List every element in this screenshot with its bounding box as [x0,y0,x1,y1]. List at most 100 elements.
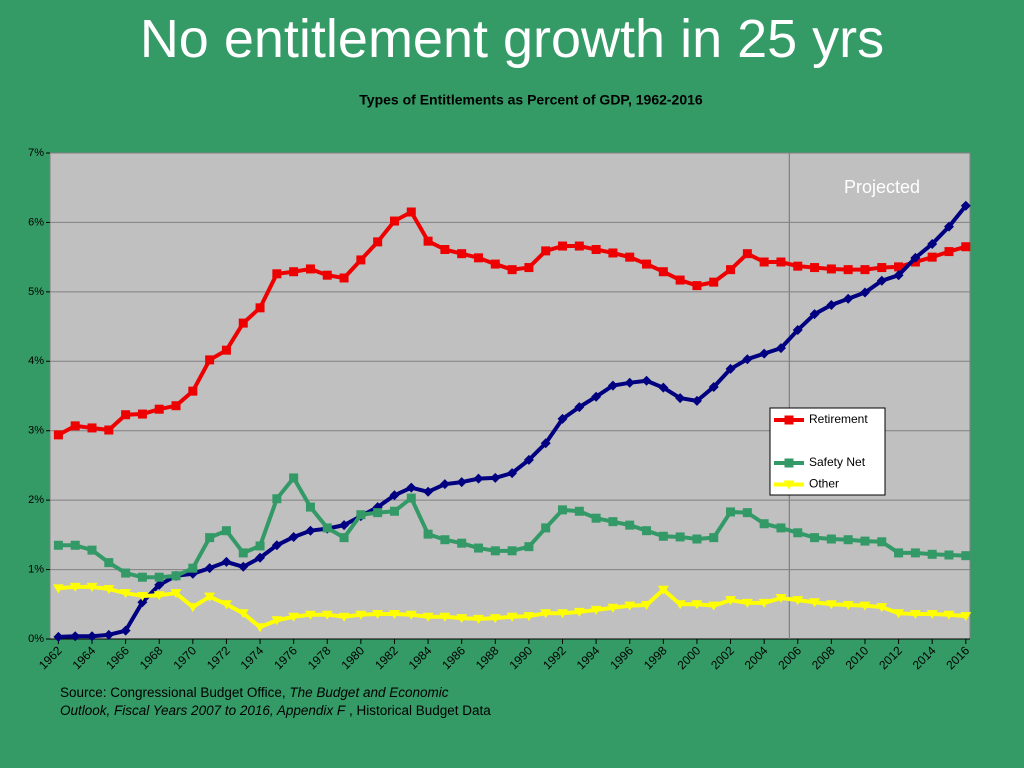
point [439,612,451,622]
point [321,610,333,620]
point [759,348,770,359]
x-tick-label: 1998 [641,643,670,672]
point [153,591,165,601]
point [238,561,249,572]
point [339,520,350,531]
legend-marker [783,480,795,490]
point [440,535,450,545]
point [927,252,937,262]
point [894,548,904,558]
point [658,382,669,393]
point [910,548,920,558]
point [893,609,905,619]
point [658,531,668,541]
point [322,523,332,533]
x-tick-label: 1974 [238,643,267,672]
point [960,200,971,211]
point [255,552,266,563]
point [423,486,434,497]
point [171,401,181,411]
point [742,508,752,518]
point [136,591,148,601]
point [675,532,685,542]
point [709,277,719,287]
point [557,413,568,424]
point [843,265,853,275]
point [388,610,400,620]
point [725,363,736,374]
y-tick-label: 4% [28,355,44,367]
x-tick-label: 1964 [70,643,99,672]
point [726,265,736,275]
point [288,531,299,542]
x-tick-label: 2004 [742,643,771,672]
point [70,540,80,550]
point [154,404,164,414]
point [825,600,837,610]
point [607,380,618,391]
point [254,623,266,633]
point [944,247,954,257]
x-tick-label: 1982 [372,643,401,672]
point [691,395,702,406]
y-tick-label: 2% [28,494,44,506]
point [809,598,821,608]
annotation: Projected [844,177,920,197]
point [372,610,384,620]
point [926,610,938,620]
point [456,477,467,488]
point [558,505,568,515]
point [876,603,888,613]
point [792,596,804,606]
point [237,609,249,619]
point [624,601,636,611]
point [53,430,63,440]
point [793,261,803,271]
x-tick-label: 1996 [607,643,636,672]
point [221,345,231,355]
point [541,523,551,533]
point [657,585,669,595]
point [356,510,366,520]
point [87,423,97,433]
point [961,242,971,252]
point [439,479,450,490]
point [170,589,182,599]
point [960,612,972,622]
point [204,592,216,602]
x-tick-label: 1994 [574,643,603,672]
point [473,543,483,553]
point [574,402,585,413]
point [120,625,131,636]
point [674,600,686,610]
point [574,506,584,516]
point [52,584,64,594]
point [355,610,367,620]
legend-marker [784,458,794,468]
point [961,551,971,561]
point [859,601,871,611]
point [322,270,332,280]
point [205,355,215,365]
point [205,533,215,543]
point [607,603,619,613]
point [775,343,786,354]
point [506,612,518,622]
point [859,287,870,298]
point [53,540,63,550]
point [373,508,383,518]
point [792,325,803,336]
point [137,572,147,582]
point [910,252,921,263]
point [154,579,165,590]
x-tick-label: 1988 [473,643,502,672]
point [289,267,299,277]
point [187,603,199,613]
x-tick-label: 2016 [943,643,972,672]
point [810,263,820,273]
point [641,375,652,386]
legend-label: Safety Net [809,455,866,469]
point [339,533,349,543]
point [826,300,837,311]
